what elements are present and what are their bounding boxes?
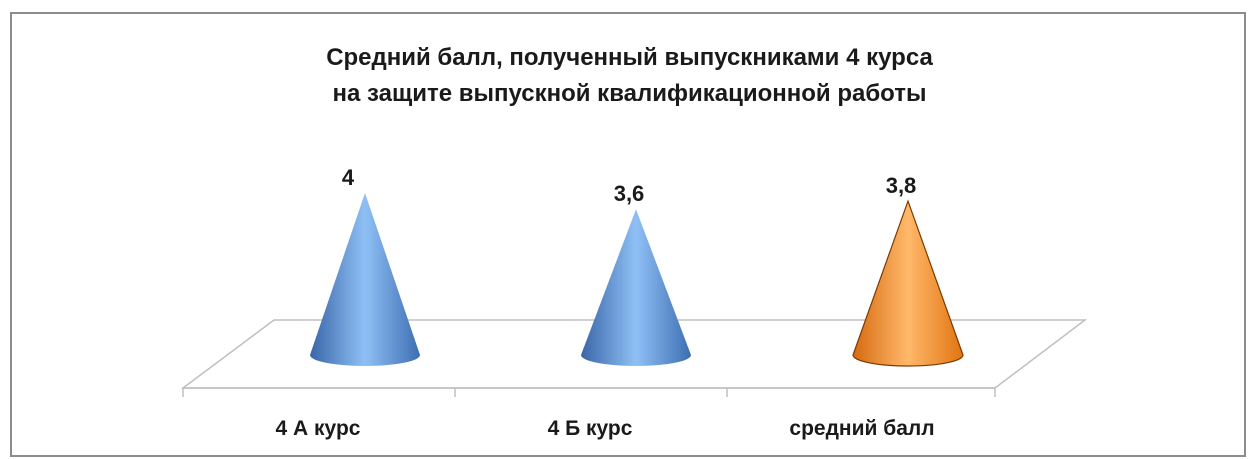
cone-body bbox=[310, 193, 420, 366]
data-label: 4 bbox=[342, 165, 355, 190]
cone-body bbox=[581, 209, 691, 366]
x-axis-ticks bbox=[182, 388, 996, 397]
x-tick-label: 4 А курс bbox=[276, 417, 361, 440]
cone-body bbox=[852, 199, 964, 367]
chart-title-line-2: на защите выпускной квалификационной раб… bbox=[332, 80, 927, 107]
data-label: 3,8 bbox=[886, 173, 917, 198]
data-label: 3,6 bbox=[614, 181, 645, 206]
cone-bar bbox=[310, 193, 420, 366]
x-axis-labels: 4 А курс 4 Б курс средний балл bbox=[276, 417, 935, 440]
x-tick-label: средний балл bbox=[789, 417, 934, 440]
data-labels: 4 3,6 3,8 bbox=[342, 165, 916, 206]
cone-bar bbox=[581, 209, 691, 366]
chart-bars bbox=[310, 193, 964, 367]
x-tick-label: 4 Б курс bbox=[548, 417, 633, 440]
cone-bar bbox=[852, 199, 964, 367]
chart-title-line-1: Средний балл, полученный выпускниками 4 … bbox=[326, 44, 933, 71]
chart-title: Средний балл, полученный выпускниками 4 … bbox=[0, 40, 1259, 112]
